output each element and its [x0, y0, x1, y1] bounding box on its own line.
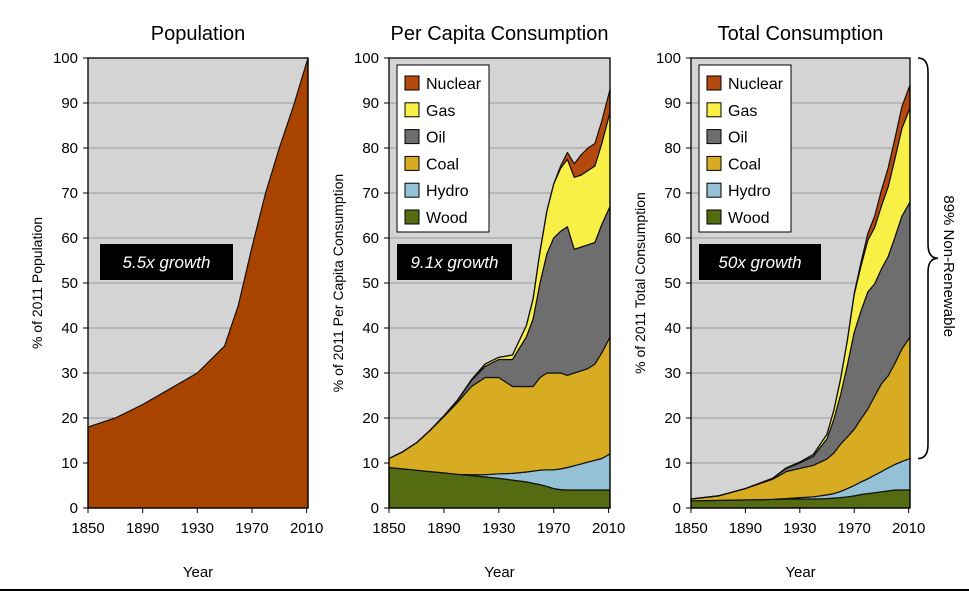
legend-box — [396, 64, 490, 233]
x-axis-label: Year — [785, 564, 815, 581]
y-tick-label-60: 60 — [362, 230, 379, 247]
chart-panel-2: Per Capita Consumption 0 10 20 30 40 50 60 70 80 9… — [330, 23, 625, 581]
y-axis-label: % of 2011 Total Consumption — [632, 192, 648, 374]
y-tick-label-100: 100 — [354, 50, 379, 67]
area-population — [87, 57, 309, 509]
y-tick-label-10: 10 — [664, 455, 681, 472]
y-tick-label-70: 70 — [61, 185, 78, 202]
x-tick-label-1890: 1890 — [427, 520, 460, 537]
y-tick-label-50: 50 — [61, 275, 78, 292]
x-tick-label-1930: 1930 — [783, 520, 816, 537]
chart-title: Population — [151, 23, 246, 45]
y-tick-label-40: 40 — [362, 320, 379, 337]
y-tick-label-90: 90 — [61, 95, 78, 112]
legend-swatch-coal — [404, 155, 420, 171]
legend-swatch-nuclear — [706, 75, 722, 91]
non-renewable-bracket — [917, 57, 939, 460]
legend-swatch-hydro — [404, 182, 420, 198]
legend-label-wood: Wood — [728, 210, 770, 227]
legend-label-gas: Gas — [728, 103, 757, 120]
y-tick-label-50: 50 — [362, 275, 379, 292]
legend-swatch-gas — [706, 102, 722, 118]
legend-swatch-wood — [404, 209, 420, 225]
x-axis-label: Year — [484, 564, 514, 581]
y-tick-label-80: 80 — [61, 140, 78, 157]
legend-swatch-oil — [404, 129, 420, 145]
legend-swatch-gas — [404, 102, 420, 118]
legend-swatch-nuclear — [404, 75, 420, 91]
y-tick-label-20: 20 — [664, 410, 681, 427]
y-axis-label: % of 2011 Population — [29, 217, 45, 349]
x-tick-label-1890: 1890 — [729, 520, 762, 537]
chart-title: Per Capita Consumption — [391, 23, 609, 45]
growth-annotation-text: 9.1x growth — [411, 253, 499, 272]
chart-panel-1: Population 0 10 20 30 40 50 60 70 80 90 100 1850 1890… — [29, 23, 323, 581]
growth-annotation-text: 50x growth — [718, 253, 801, 272]
x-tick-label-1970: 1970 — [537, 520, 570, 537]
y-tick-label-30: 30 — [362, 365, 379, 382]
y-tick-label-90: 90 — [664, 95, 681, 112]
legend-label-gas: Gas — [426, 103, 455, 120]
y-tick-label-30: 30 — [664, 365, 681, 382]
legend-swatch-hydro — [706, 182, 722, 198]
x-tick-label-1970: 1970 — [838, 520, 871, 537]
legend: Nuclear Gas Oil Coal Hydro Wood — [698, 64, 792, 233]
legend: Nuclear Gas Oil Coal Hydro Wood — [396, 64, 490, 233]
x-tick-label-1930: 1930 — [482, 520, 515, 537]
y-tick-label-70: 70 — [362, 185, 379, 202]
y-tick-label-70: 70 — [664, 185, 681, 202]
growth-annotation-box — [699, 244, 821, 280]
x-axis-label: Year — [183, 564, 213, 581]
x-tick-label-1850: 1850 — [674, 520, 707, 537]
y-tick-label-0: 0 — [371, 500, 379, 517]
legend-box — [698, 64, 792, 233]
legend-label-nuclear: Nuclear — [728, 76, 784, 93]
y-tick-label-80: 80 — [664, 140, 681, 157]
legend-swatch-coal — [706, 155, 722, 171]
x-tick-label-1890: 1890 — [126, 520, 159, 537]
y-tick-label-80: 80 — [362, 140, 379, 157]
y-tick-label-90: 90 — [362, 95, 379, 112]
chart-panel-3: Total Consumption 0 10 20 30 40 50 60 70 80 90 100 1… — [632, 23, 957, 581]
legend-label-coal: Coal — [426, 156, 459, 173]
growth-annotation-text: 5.5x growth — [123, 253, 211, 272]
legend-label-wood: Wood — [426, 210, 468, 227]
x-tick-label-2010: 2010 — [592, 520, 625, 537]
legend-label-hydro: Hydro — [728, 183, 771, 200]
x-tick-label-1970: 1970 — [235, 520, 268, 537]
y-tick-label-0: 0 — [673, 500, 681, 517]
y-axis-label: % of 2011 Per Capita Consumption — [330, 174, 346, 392]
growth-annotation-box — [397, 244, 512, 280]
y-tick-label-60: 60 — [61, 230, 78, 247]
legend-swatch-oil — [706, 129, 722, 145]
legend-swatch-wood — [706, 209, 722, 225]
y-tick-label-40: 40 — [61, 320, 78, 337]
x-tick-label-1850: 1850 — [372, 520, 405, 537]
y-tick-label-30: 30 — [61, 365, 78, 382]
non-renewable-label: 89% Non-Renewable — [940, 195, 957, 337]
legend-label-oil: Oil — [426, 130, 446, 147]
y-tick-label-100: 100 — [656, 50, 681, 67]
legend-label-oil: Oil — [728, 130, 748, 147]
y-tick-label-10: 10 — [61, 455, 78, 472]
y-tick-label-50: 50 — [664, 275, 681, 292]
y-tick-label-40: 40 — [664, 320, 681, 337]
y-tick-label-20: 20 — [61, 410, 78, 427]
x-tick-label-2010: 2010 — [290, 520, 323, 537]
y-tick-label-100: 100 — [53, 50, 78, 67]
chart-title: Total Consumption — [718, 23, 884, 45]
y-tick-label-60: 60 — [664, 230, 681, 247]
x-tick-label-2010: 2010 — [892, 520, 925, 537]
x-tick-label-1850: 1850 — [71, 520, 104, 537]
legend-label-nuclear: Nuclear — [426, 76, 482, 93]
y-tick-label-20: 20 — [362, 410, 379, 427]
y-tick-label-10: 10 — [362, 455, 379, 472]
y-tick-label-0: 0 — [70, 500, 78, 517]
legend-label-coal: Coal — [728, 156, 761, 173]
x-tick-label-1930: 1930 — [181, 520, 214, 537]
legend-label-hydro: Hydro — [426, 183, 469, 200]
growth-annotation-box — [100, 244, 233, 280]
